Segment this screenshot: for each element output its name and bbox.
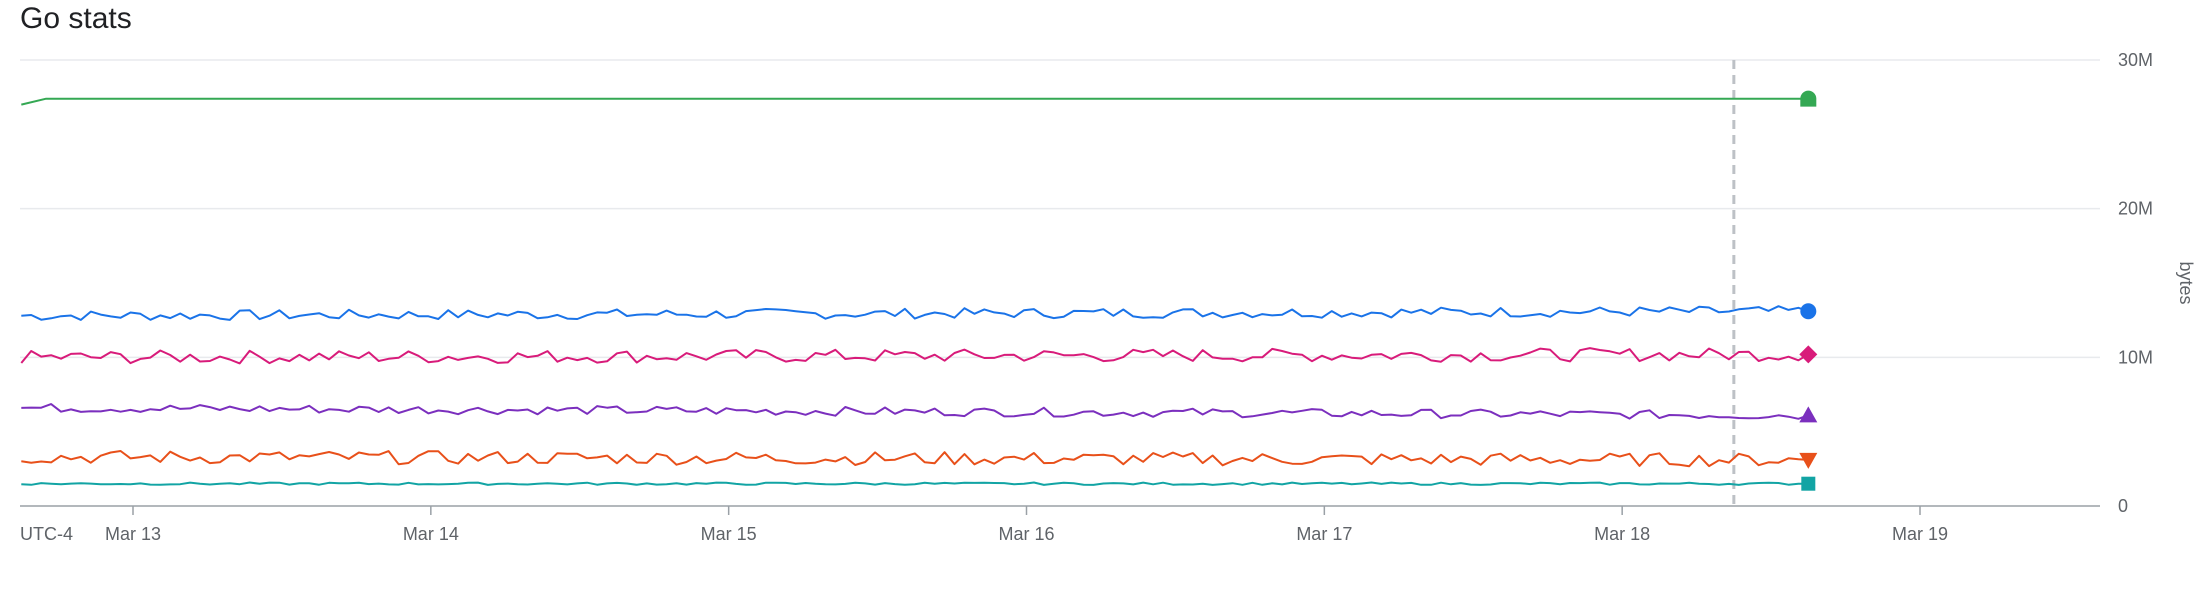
series-line [20, 347, 1809, 365]
x-tick-label: Mar 13 [105, 524, 161, 544]
series-line [21, 305, 1809, 321]
x-tick-label: Mar 19 [1892, 524, 1948, 544]
series-end-marker [1799, 452, 1818, 469]
y-tick-label: 30M [2118, 50, 2153, 70]
x-tick-label: Mar 17 [1296, 524, 1352, 544]
y-axis-label: bytes [2176, 261, 2196, 304]
timezone-label: UTC-4 [20, 524, 73, 544]
series-end-marker [1800, 90, 1817, 107]
series-line [21, 481, 1809, 486]
x-tick-label: Mar 15 [701, 524, 757, 544]
x-tick-label: Mar 18 [1594, 524, 1650, 544]
x-tick-label: Mar 14 [403, 524, 459, 544]
series-end-marker [1799, 345, 1818, 364]
series-line [21, 450, 1809, 468]
series-line [21, 97, 1809, 106]
series-end-marker [1801, 476, 1816, 491]
x-tick-label: Mar 16 [998, 524, 1054, 544]
chart-title: Go stats [20, 2, 132, 35]
series-end-marker [1800, 303, 1817, 320]
y-tick-label: 10M [2118, 347, 2153, 367]
y-tick-label: 0 [2118, 496, 2128, 516]
series-line [21, 403, 1809, 420]
series-end-marker [1799, 406, 1818, 423]
y-tick-label: 20M [2118, 199, 2153, 219]
